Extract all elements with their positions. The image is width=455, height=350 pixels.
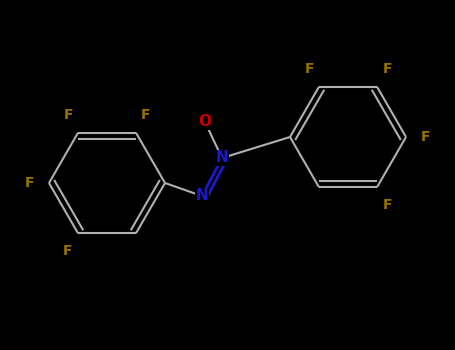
Text: N: N — [216, 150, 228, 166]
Text: F: F — [304, 62, 314, 76]
Text: N: N — [196, 189, 208, 203]
Text: F: F — [63, 108, 73, 122]
Text: F: F — [141, 108, 151, 122]
Text: F: F — [63, 244, 73, 258]
Text: O: O — [198, 114, 212, 130]
Text: F: F — [382, 197, 392, 211]
Text: F: F — [24, 176, 34, 190]
Text: F: F — [382, 62, 392, 76]
Text: F: F — [421, 130, 431, 144]
